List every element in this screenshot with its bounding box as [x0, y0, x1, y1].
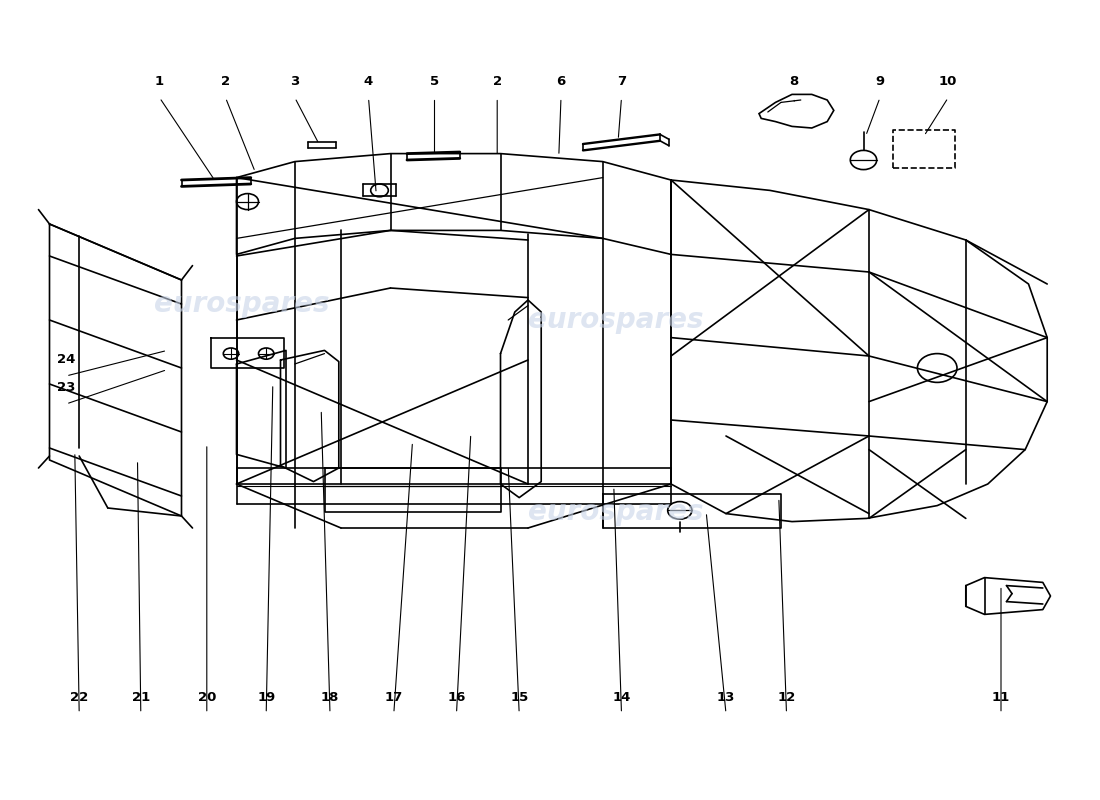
- Text: 12: 12: [778, 691, 795, 704]
- Text: 2: 2: [221, 75, 230, 88]
- Text: 16: 16: [448, 691, 465, 704]
- Text: 24: 24: [57, 354, 75, 366]
- Text: 15: 15: [510, 691, 528, 704]
- Text: 21: 21: [132, 691, 150, 704]
- Text: 2: 2: [493, 75, 502, 88]
- Text: 18: 18: [321, 691, 339, 704]
- Text: 23: 23: [57, 382, 75, 394]
- Text: 11: 11: [992, 691, 1010, 704]
- Text: 13: 13: [717, 691, 735, 704]
- Text: 17: 17: [385, 691, 403, 704]
- Text: 5: 5: [430, 75, 439, 88]
- Text: 1: 1: [155, 75, 164, 88]
- Text: 6: 6: [557, 75, 565, 88]
- Text: 4: 4: [364, 75, 373, 88]
- Text: eurospares: eurospares: [528, 306, 704, 334]
- Text: 7: 7: [617, 75, 626, 88]
- Text: 9: 9: [876, 75, 884, 88]
- Text: 8: 8: [790, 75, 799, 88]
- Text: 14: 14: [613, 691, 630, 704]
- Text: 19: 19: [257, 691, 275, 704]
- Text: 20: 20: [198, 691, 216, 704]
- Text: 3: 3: [290, 75, 299, 88]
- Text: eurospares: eurospares: [528, 498, 704, 526]
- Text: 10: 10: [939, 75, 957, 88]
- Text: eurospares: eurospares: [154, 290, 330, 318]
- Text: 22: 22: [70, 691, 88, 704]
